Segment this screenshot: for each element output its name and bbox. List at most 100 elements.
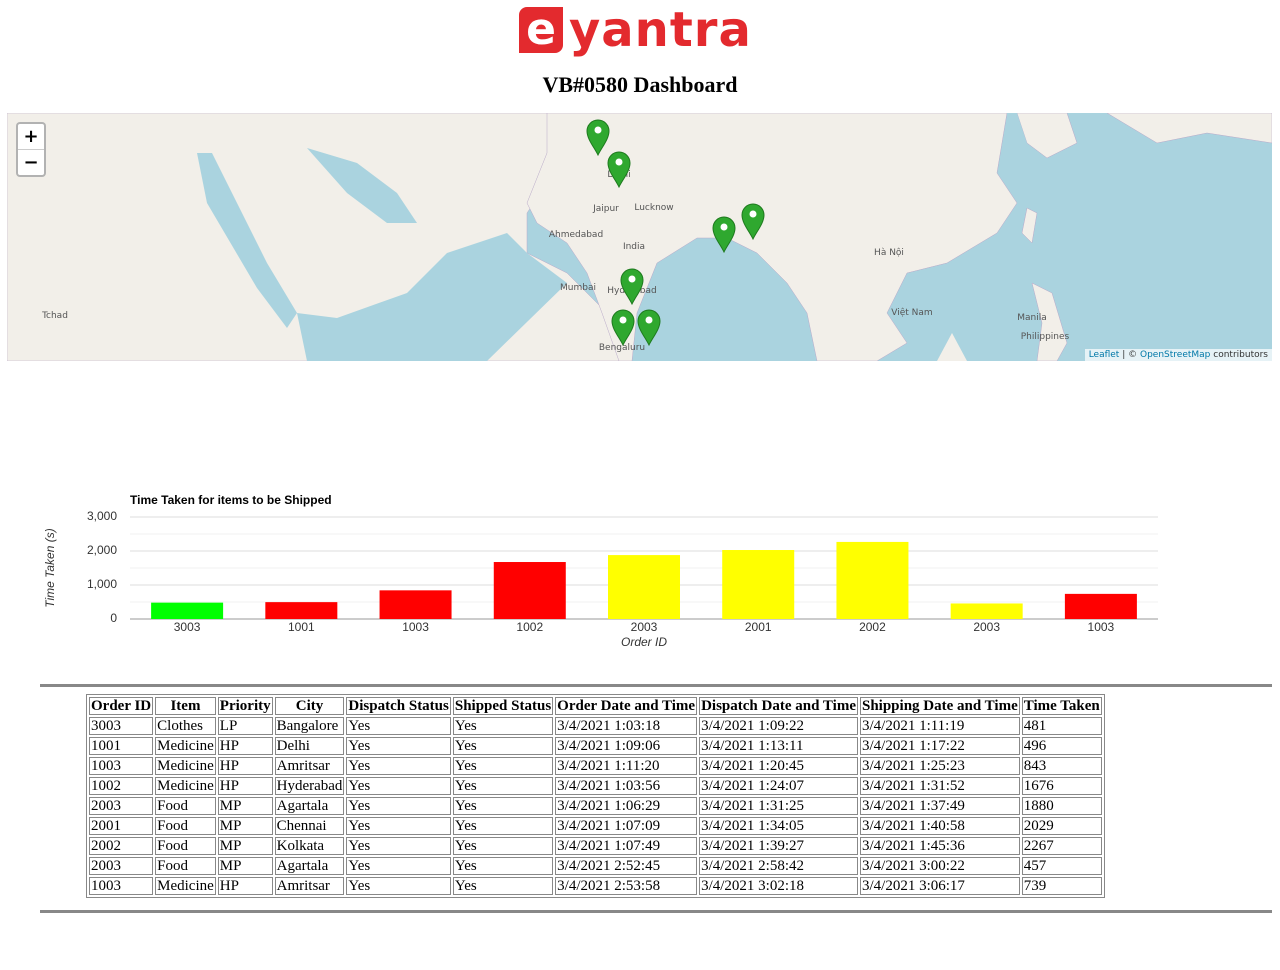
column-header: Dispatch Date and Time [699, 697, 858, 715]
column-header: City [274, 697, 345, 715]
zoom-in[interactable]: + [23, 126, 39, 147]
logo-text: yantra [569, 2, 752, 58]
table-row: 2003 Food MP Agartala Yes Yes 3/4/2021 1:06:29… [89, 797, 1102, 815]
table-cell: Food [155, 857, 216, 875]
table-cell: Yes [346, 737, 451, 755]
bar [608, 555, 680, 619]
map-marker[interactable] [741, 203, 765, 241]
table-cell: 3/4/2021 2:58:42 [699, 857, 858, 875]
zoom-out[interactable]: − [18, 149, 44, 175]
y-tick-label: 0 [110, 611, 117, 625]
x-tick-label: 1002 [516, 620, 543, 634]
table-cell: HP [217, 877, 273, 895]
leaflet-link[interactable]: Leaflet [1088, 350, 1120, 360]
table-cell: Amritsar [274, 877, 345, 895]
map-label: Jaipur [592, 204, 619, 214]
table-cell: 739 [1021, 877, 1102, 895]
table-cell: 2003 [89, 857, 154, 875]
bar [1064, 593, 1137, 619]
table-cell: Chennai [274, 817, 345, 835]
map-marker[interactable] [607, 151, 631, 189]
table-cell: LP [217, 717, 273, 735]
map-marker[interactable] [611, 309, 635, 347]
page-title: VB#0580 Dashboard [542, 72, 738, 97]
map-label: Việt Nam [891, 307, 932, 318]
table-cell: 1003 [89, 757, 154, 775]
table-cell: Yes [346, 717, 451, 735]
table-cell: 3/4/2021 2:52:45 [555, 857, 698, 875]
table-cell: Yes [452, 737, 554, 755]
table-cell: 1003 [89, 877, 154, 895]
map[interactable]: IndiaMumbaiHyderabadBengaluruDelhiAhmeda… [7, 113, 1272, 361]
map-tiles: IndiaMumbaiHyderabadBengaluruDelhiAhmeda… [7, 113, 1272, 361]
bar [722, 550, 795, 619]
table-cell: 1880 [1021, 797, 1102, 815]
table-cell: Bangalore [274, 717, 345, 735]
table-cell: Yes [346, 817, 451, 835]
table-cell: Yes [452, 717, 554, 735]
table-cell: 481 [1021, 717, 1102, 735]
table-cell: 3/4/2021 1:31:52 [859, 777, 1020, 795]
chart: Time Taken for items to be Shipped Time … [43, 493, 1158, 649]
table-cell: 3/4/2021 1:06:29 [555, 797, 698, 815]
map-marker-dot [645, 316, 653, 324]
column-header: Time Taken [1021, 697, 1102, 715]
table-cell: 3/4/2021 3:02:18 [699, 877, 858, 895]
map-label: Manila [1017, 313, 1047, 323]
table-cell: MP [217, 837, 273, 855]
table-cell: Food [155, 837, 216, 855]
table-cell: 3/4/2021 1:24:07 [699, 777, 858, 795]
x-tick-label: 2003 [631, 620, 658, 634]
table-cell: 3/4/2021 1:09:22 [699, 717, 858, 735]
osm-link[interactable]: OpenStreetMap [1140, 350, 1211, 360]
table-cell: Amritsar [274, 757, 345, 775]
table-row: 1002 Medicine HP Hyderabad Yes Yes 3/4/2021 1:… [89, 777, 1102, 795]
map-marker[interactable] [586, 119, 610, 157]
table-cell: 2001 [89, 817, 154, 835]
logo-mark: e [519, 7, 563, 53]
table-row: 2001 Food MP Chennai Yes Yes 3/4/2021 1:07:09 3… [89, 817, 1102, 835]
column-header: Shipped Status [452, 697, 554, 715]
x-tick-label: 1003 [402, 620, 429, 634]
table-cell: 3003 [89, 717, 154, 735]
logo[interactable]: e yantra [519, 6, 752, 54]
map-marker[interactable] [712, 216, 736, 254]
table-cell: HP [217, 777, 273, 795]
x-tick-label: 2003 [973, 620, 1000, 634]
x-tick-label: 1001 [288, 620, 315, 634]
table-cell: Yes [452, 777, 554, 795]
map-attribution: Leaflet | © OpenStreetMap contributors [1084, 349, 1272, 361]
table-cell: 3/4/2021 1:07:09 [555, 817, 698, 835]
table-cell: Medicine [155, 757, 216, 775]
column-header: Item [155, 697, 216, 715]
table-cell: 3/4/2021 1:11:19 [859, 717, 1020, 735]
y-tick-label: 3,000 [87, 509, 117, 523]
x-tick-label: 1003 [1088, 620, 1115, 634]
table-cell: Medicine [155, 737, 216, 755]
separator [40, 910, 1272, 913]
table-row: 1003 Medicine HP Amritsar Yes Yes 3/4/2021 1:1… [89, 757, 1102, 775]
map-marker-dot [628, 275, 636, 283]
table-cell: MP [217, 797, 273, 815]
table-cell: Yes [346, 837, 451, 855]
map-marker-dot [615, 158, 623, 166]
map-label: Philippines [1021, 332, 1070, 342]
table-cell: 2267 [1021, 837, 1102, 855]
table-cell: Yes [452, 797, 554, 815]
table-cell: 2029 [1021, 817, 1102, 835]
table-cell: Yes [346, 797, 451, 815]
table-cell: Clothes [155, 717, 216, 735]
column-header: Dispatch Status [346, 697, 451, 715]
table-row: 1003 Medicine HP Amritsar Yes Yes 3/4/2021 2:5… [89, 877, 1102, 895]
zoom-control: + − [16, 122, 46, 177]
map-marker[interactable] [620, 268, 644, 306]
table-cell: HP [217, 737, 273, 755]
map-label: Bengaluru [599, 343, 645, 353]
table-row: 2002 Food MP Kolkata Yes Yes 3/4/2021 1:07:49 3… [89, 837, 1102, 855]
table-cell: 3/4/2021 2:53:58 [555, 877, 698, 895]
table-cell: Yes [452, 877, 554, 895]
map-marker[interactable] [637, 309, 661, 347]
table-cell: 1001 [89, 737, 154, 755]
column-header: Order ID [89, 697, 154, 715]
table-cell: 3/4/2021 1:17:22 [859, 737, 1020, 755]
